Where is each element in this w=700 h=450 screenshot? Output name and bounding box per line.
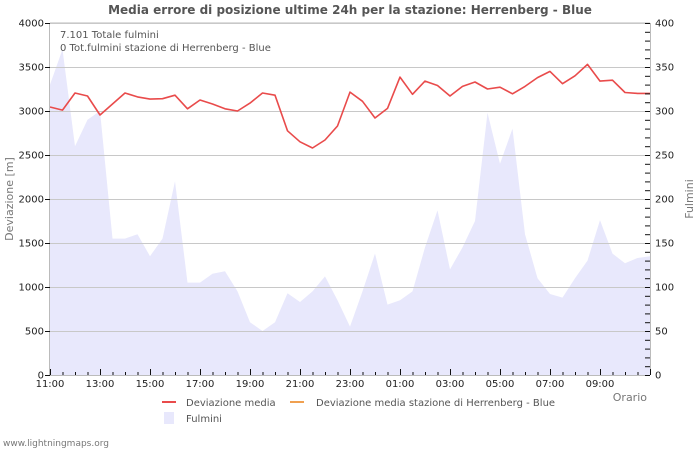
legend: Deviazione media Deviazione media stazio… (162, 398, 555, 425)
svg-text:250: 250 (655, 151, 674, 162)
svg-text:50: 50 (655, 327, 668, 338)
legend-swatch-deviazione-stazione (290, 401, 304, 403)
chart-title: Media errore di posizione ultime 24h per… (108, 3, 592, 17)
legend-swatch-deviazione-media (162, 401, 176, 403)
svg-text:150: 150 (655, 239, 674, 250)
svg-text:0: 0 (38, 371, 44, 382)
svg-text:17:00: 17:00 (186, 379, 215, 390)
svg-text:3500: 3500 (19, 63, 44, 74)
svg-text:0: 0 (655, 371, 661, 382)
svg-text:400: 400 (655, 19, 674, 30)
legend-label-fulmini: Fulmini (186, 414, 222, 425)
footer-site: www.lightningmaps.org (3, 439, 109, 449)
svg-text:03:00: 03:00 (436, 379, 465, 390)
svg-text:13:00: 13:00 (86, 379, 115, 390)
svg-text:1500: 1500 (19, 239, 44, 250)
svg-text:350: 350 (655, 63, 674, 74)
station-strikes-info: 0 Tot.fulmini stazione di Herrenberg - B… (60, 43, 271, 54)
svg-text:19:00: 19:00 (236, 379, 265, 390)
x-axis-label: Orario (613, 391, 648, 404)
svg-text:07:00: 07:00 (536, 379, 565, 390)
svg-text:09:00: 09:00 (586, 379, 615, 390)
axes: 0 500 1000 1500 2000 2500 3000 3500 4000 0 50 100 15… (19, 19, 675, 391)
svg-text:01:00: 01:00 (386, 379, 415, 390)
total-strikes-info: 7.101 Totale fulmini (60, 30, 159, 41)
y2-axis-label: Fulmini (683, 179, 696, 219)
svg-text:1000: 1000 (19, 283, 44, 294)
y-axis-label: Deviazione [m] (3, 157, 16, 241)
svg-text:4000: 4000 (19, 19, 44, 30)
legend-swatch-fulmini (164, 412, 174, 424)
legend-label-deviazione-stazione: Deviazione media stazione di Herrenberg … (316, 398, 555, 409)
svg-text:200: 200 (655, 195, 674, 206)
svg-text:2000: 2000 (19, 195, 44, 206)
deviazione-media-line (49, 63, 650, 149)
gridlines (50, 23, 650, 332)
svg-text:15:00: 15:00 (136, 379, 165, 390)
fulmini-area (50, 49, 650, 376)
svg-text:500: 500 (25, 327, 44, 338)
svg-text:05:00: 05:00 (486, 379, 515, 390)
svg-text:100: 100 (655, 283, 674, 294)
svg-text:300: 300 (655, 107, 674, 118)
svg-text:21:00: 21:00 (286, 379, 315, 390)
legend-label-deviazione-media: Deviazione media (186, 398, 276, 409)
svg-text:2500: 2500 (19, 151, 44, 162)
svg-text:11:00: 11:00 (36, 379, 65, 390)
svg-text:23:00: 23:00 (336, 379, 365, 390)
svg-text:3000: 3000 (19, 107, 44, 118)
